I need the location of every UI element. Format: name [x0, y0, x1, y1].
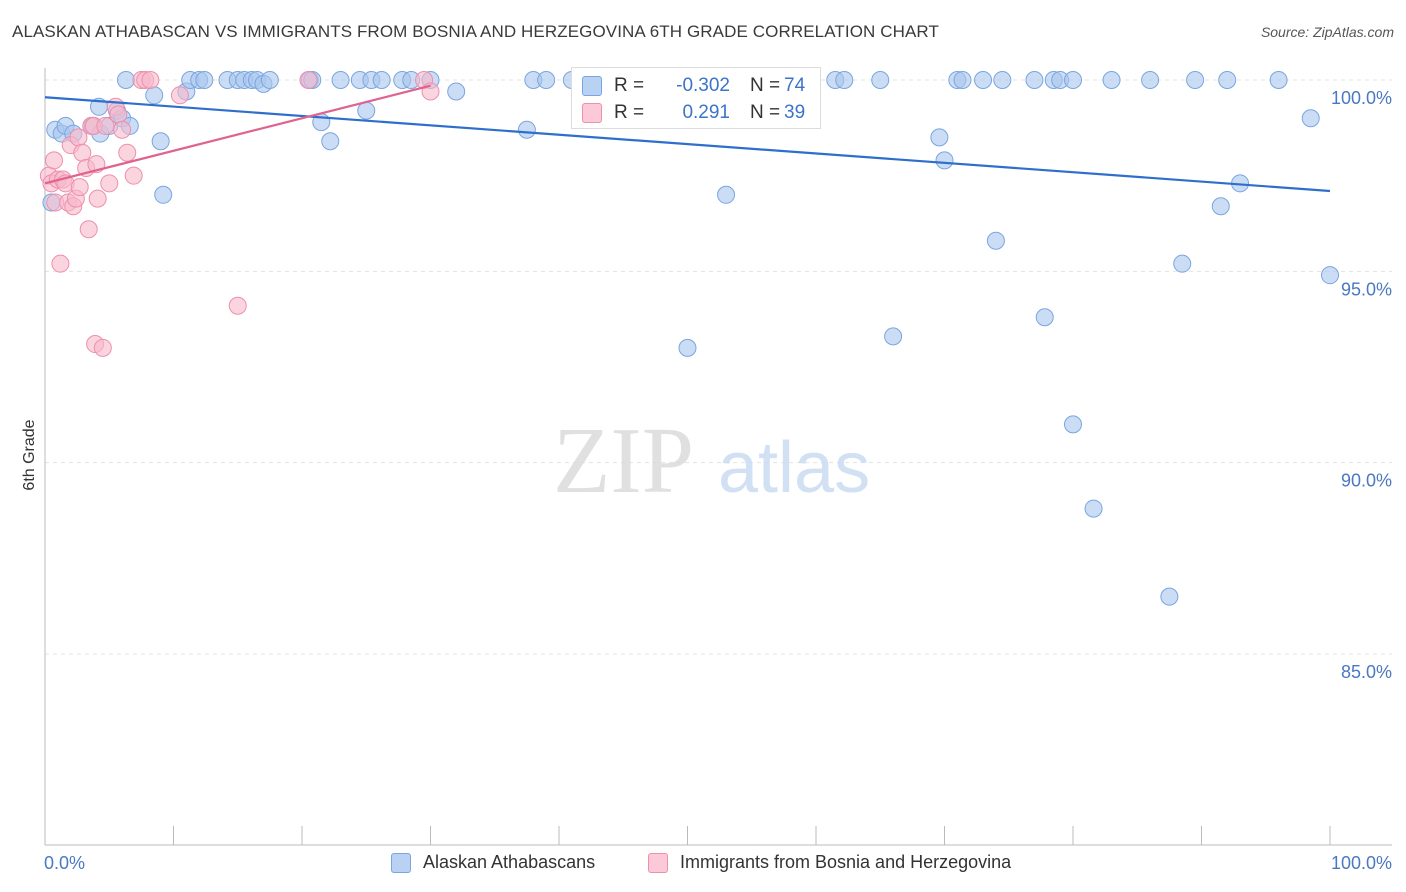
data-point [299, 71, 318, 89]
data-point [170, 86, 189, 105]
data-point [51, 254, 70, 273]
data-point [993, 71, 1012, 89]
data-point [331, 71, 350, 89]
y-tick-label: 90.0% [1341, 471, 1392, 491]
data-point [145, 86, 164, 105]
data-point [1211, 197, 1230, 216]
data-point [1269, 71, 1288, 89]
data-point [935, 151, 954, 170]
data-point [1160, 587, 1179, 606]
x-tick-label: 0.0% [44, 853, 85, 873]
data-point [79, 220, 98, 239]
data-point [113, 120, 132, 139]
data-point [88, 189, 107, 208]
n-label: N = [750, 75, 781, 96]
r-label: R = [614, 102, 645, 123]
data-point [1173, 254, 1192, 273]
data-point [930, 128, 949, 147]
data-point [717, 185, 736, 204]
chart-title: ALASKAN ATHABASCAN VS IMMIGRANTS FROM BO… [12, 22, 939, 41]
legend-swatch-blue [582, 76, 602, 96]
watermark-atlas: atlas [718, 428, 870, 508]
data-point [70, 178, 89, 197]
y-tick-label: 95.0% [1341, 279, 1392, 299]
stats-legend: R = -0.302 N = 74 R = 0.291 N = 39 [571, 67, 821, 129]
r-value: 0.291 [682, 102, 730, 123]
axes [44, 68, 1392, 846]
data-point [109, 105, 128, 124]
y-tick-labels: 100.0% 95.0% 90.0% 85.0% [1331, 88, 1392, 682]
data-point [228, 296, 247, 315]
legend-item-alaskan-athabascans[interactable]: Alaskan Athabascans [391, 852, 595, 873]
trend-line [44, 96, 1331, 193]
legend-swatch-blue [391, 852, 411, 873]
data-point [517, 120, 536, 139]
data-point [141, 71, 160, 89]
data-point [1321, 266, 1339, 285]
data-point [100, 174, 119, 193]
data-point [1064, 71, 1082, 89]
data-point [116, 71, 135, 89]
r-label: R = [614, 75, 645, 96]
data-point [421, 82, 440, 101]
data-point [372, 71, 391, 89]
data-point [154, 185, 173, 204]
data-point [537, 71, 556, 89]
data-point [835, 71, 854, 89]
source-label: Source: ZipAtlas.com [1260, 24, 1394, 40]
data-point [953, 71, 972, 89]
data-point [1102, 71, 1121, 89]
n-value: 39 [784, 102, 806, 123]
data-point [93, 338, 112, 357]
series-alaskan-athabascans [42, 71, 1339, 606]
data-point [678, 338, 697, 357]
data-point [884, 327, 903, 346]
data-point [357, 101, 376, 120]
data-point [1084, 499, 1103, 518]
r-value: -0.302 [676, 75, 730, 96]
data-point [1035, 308, 1054, 327]
data-point [1064, 415, 1082, 434]
data-point [195, 71, 214, 89]
y-tick-label: 100.0% [1331, 88, 1392, 108]
n-label: N = [750, 102, 781, 123]
trend-line [44, 84, 431, 185]
legend-swatch-pink [648, 852, 668, 873]
data-point [1218, 71, 1237, 89]
data-point [124, 166, 143, 185]
n-value: 74 [784, 75, 806, 96]
data-point [260, 71, 279, 89]
data-point [447, 82, 466, 101]
data-point [1186, 71, 1205, 89]
grid-lines [45, 79, 1392, 655]
y-axis-label: 6th Grade [21, 419, 38, 490]
stats-row-blue: R = -0.302 N = 74 [582, 73, 805, 99]
data-point [1141, 71, 1160, 89]
data-point [986, 231, 1005, 250]
data-point [151, 132, 170, 151]
data-point [1301, 109, 1320, 128]
data-point [96, 116, 115, 135]
trend-lines [44, 84, 1331, 193]
x-tick-label: 100.0% [1331, 853, 1392, 873]
series-legend: Alaskan Athabascans Immigrants from Bosn… [0, 852, 1406, 878]
stats-row-pink: R = 0.291 N = 39 [582, 100, 805, 126]
watermark-zip: ZIP [553, 409, 694, 513]
data-point [118, 143, 137, 162]
y-tick-label: 85.0% [1341, 662, 1392, 682]
legend-swatch-pink [582, 103, 602, 123]
data-point [1025, 71, 1044, 89]
data-point [44, 151, 63, 170]
data-point [321, 132, 340, 151]
legend-label: Alaskan Athabascans [423, 852, 596, 872]
x-tick-labels: 0.0% 100.0% [44, 853, 1392, 873]
series-bosnia-herzegovina [39, 71, 440, 357]
legend-item-bosnia-herzegovina[interactable]: Immigrants from Bosnia and Herzegovina [648, 852, 1011, 873]
data-point [871, 71, 890, 89]
legend-label: Immigrants from Bosnia and Herzegovina [680, 852, 1012, 872]
data-point [974, 71, 993, 89]
data-point [73, 143, 92, 162]
